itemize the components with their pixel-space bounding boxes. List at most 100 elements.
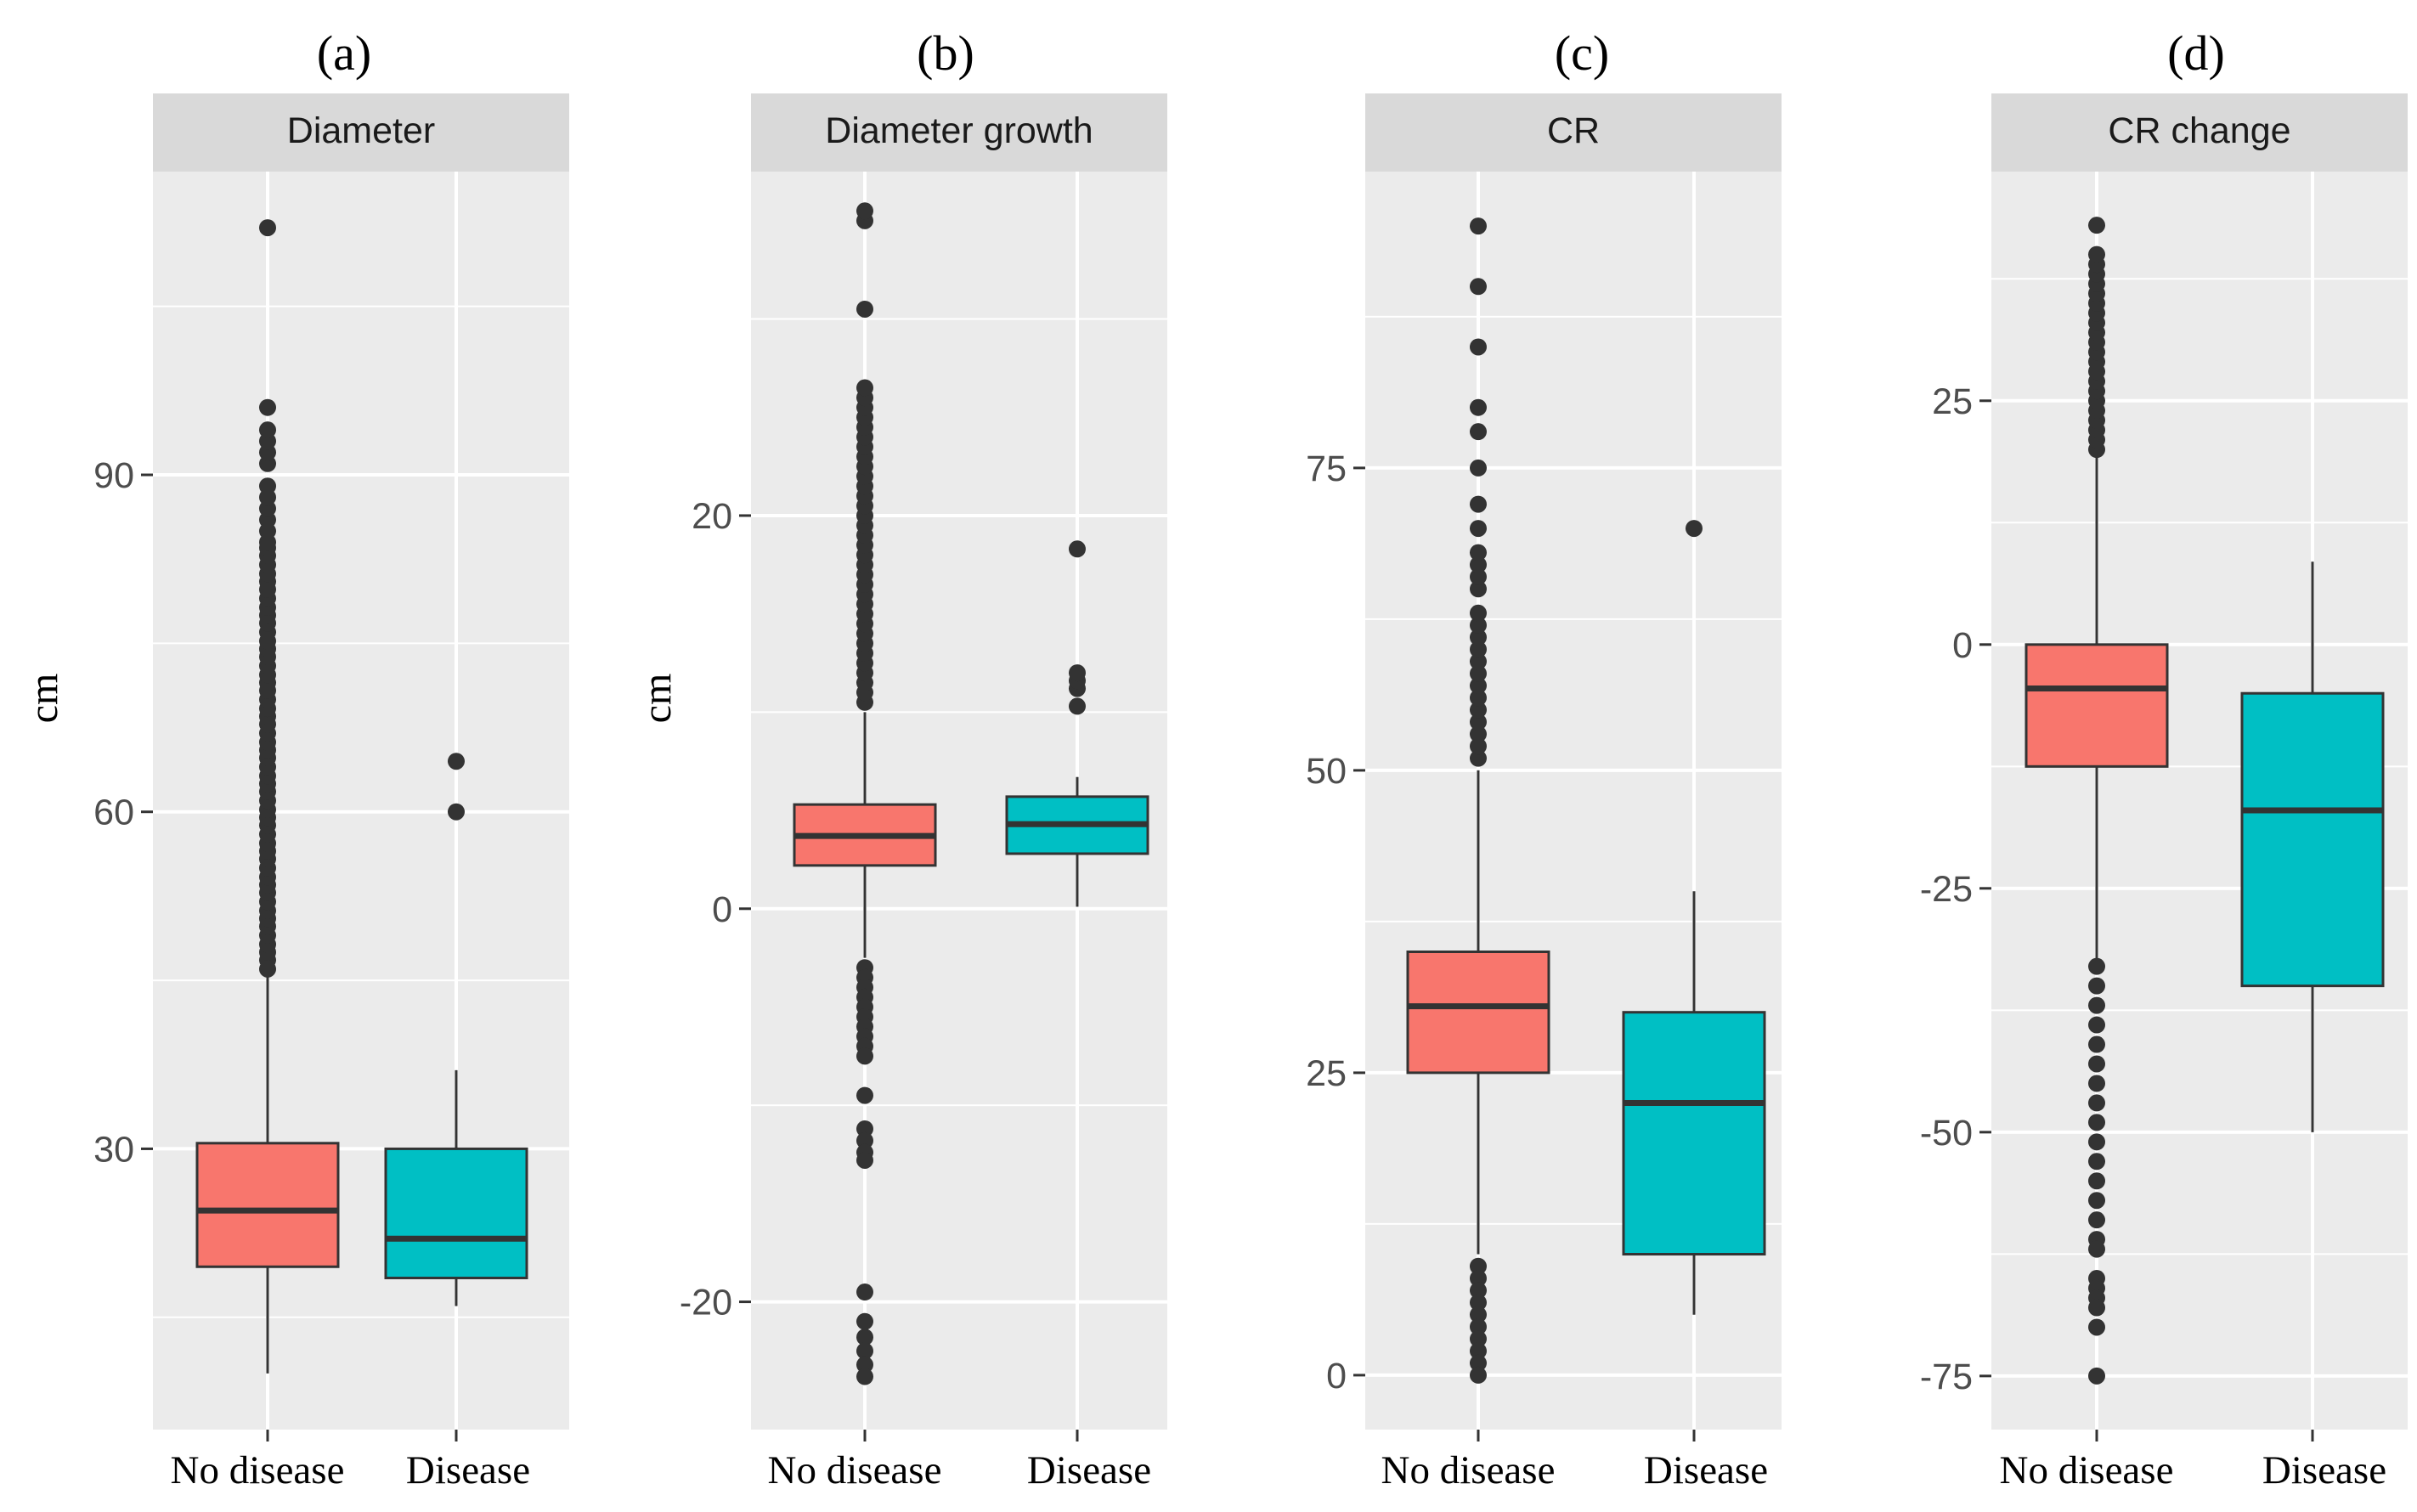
outlier-point (1470, 1269, 1487, 1287)
outlier-point (1470, 520, 1487, 538)
box (2240, 691, 2385, 988)
outlier-point (1470, 1342, 1487, 1360)
outlier-point (2088, 1367, 2105, 1385)
panel-b: (b) Diameter growth -20 0 20 No disease Diseas… (680, 25, 1167, 1492)
outlier-point (1470, 677, 1487, 695)
outlier-point (2088, 1055, 2105, 1073)
box (1622, 1011, 1766, 1256)
panel-letter: (d) (2167, 25, 2225, 81)
boxplot-disease (2240, 561, 2385, 1132)
outlier-point (1470, 580, 1487, 598)
outlier-point (1470, 1282, 1487, 1300)
outlier-point (2088, 1016, 2105, 1034)
x-tick-label: No disease (768, 1448, 942, 1492)
facet-title: CR change (2108, 110, 2290, 151)
outlier-point (2088, 957, 2105, 975)
outlier-point (1470, 423, 1487, 441)
outlier-point (1470, 1330, 1487, 1348)
boxplot-disease (1005, 540, 1149, 907)
boxplot-disease (1622, 520, 1766, 1315)
y-tick-label: 0 (1952, 625, 1973, 666)
outlier-point (1470, 1257, 1487, 1275)
panel-letter: (a) (317, 25, 371, 81)
box (195, 1142, 340, 1268)
facet-strip (751, 93, 1167, 172)
outlier-point (2088, 217, 2105, 234)
outlier-point (2088, 1075, 2105, 1092)
y-axis-label-panel-a: cm (21, 674, 66, 724)
outlier-point (1470, 459, 1487, 477)
outlier-point (856, 1047, 873, 1065)
outlier-point (856, 300, 873, 318)
outlier-point (1069, 697, 1086, 715)
outlier-point (259, 398, 276, 416)
facet-strip (153, 93, 569, 172)
y-tick-label: 90 (93, 455, 134, 496)
box (1406, 951, 1550, 1075)
outlier-point (448, 803, 465, 821)
outlier-point (259, 421, 276, 439)
outlier-point (2088, 1094, 2105, 1112)
panel-c: (c) CR 0 25 50 75 No disease Disease (1306, 25, 1782, 1492)
boxplot-no-disease (793, 202, 937, 1385)
outlier-point (2088, 1114, 2105, 1131)
outlier-point (1470, 544, 1487, 561)
panels: (a) Diameter 30 60 90 No disease Disease (b) Dia… (93, 25, 2408, 1492)
facet-title: CR (1547, 110, 1600, 151)
outlier-point (856, 1356, 873, 1374)
outlier-point (259, 477, 276, 495)
panel-letter: (c) (1555, 25, 1609, 81)
outlier-point (856, 1151, 873, 1169)
outlier-point (856, 1342, 873, 1360)
outlier-point (2088, 1133, 2105, 1151)
outlier-point (1069, 664, 1086, 682)
outlier-point (1470, 652, 1487, 670)
x-tick-label: No disease (171, 1448, 345, 1492)
x-tick-label: No disease (1381, 1448, 1556, 1492)
outlier-point (1686, 520, 1703, 538)
outlier-point (2088, 1299, 2105, 1317)
outlier-point (448, 753, 465, 770)
y-tick-label: 25 (1932, 381, 1973, 422)
outlier-point (1470, 398, 1487, 416)
outlier-point (2088, 977, 2105, 995)
x-tick-label: Disease (1027, 1448, 1151, 1492)
box (384, 1147, 528, 1279)
outlier-point (1470, 556, 1487, 573)
outlier-point (2088, 1153, 2105, 1171)
outlier-point (856, 379, 873, 397)
outlier-point (856, 1312, 873, 1330)
outlier-point (856, 1120, 873, 1137)
outlier-point (1470, 604, 1487, 622)
x-tick-label: Disease (1644, 1448, 1768, 1492)
y-tick-label: 60 (93, 793, 134, 833)
y-tick-label: 75 (1306, 449, 1347, 489)
outlier-point (1069, 540, 1086, 558)
outlier-point (2088, 1192, 2105, 1210)
facet-title: Diameter (287, 110, 435, 151)
x-tick-label: Disease (2262, 1448, 2386, 1492)
panel-letter: (b) (917, 25, 974, 81)
outlier-point (1470, 1354, 1487, 1372)
outlier-point (1470, 338, 1487, 356)
y-tick-label: 25 (1306, 1053, 1347, 1094)
boxplot-no-disease (195, 219, 340, 1374)
panel-a: (a) Diameter 30 60 90 No disease Disease (93, 25, 569, 1492)
outlier-point (1470, 495, 1487, 513)
facet-strip (1365, 93, 1782, 172)
outlier-point (1470, 664, 1487, 682)
outlier-point (1470, 1366, 1487, 1384)
outlier-point (2088, 1240, 2105, 1258)
outlier-point (1470, 749, 1487, 767)
y-tick-label: -25 (1920, 869, 1973, 910)
panel-d: (d) CR change -75 -50 -25 0 25 No disease Diseas… (1920, 25, 2408, 1492)
outlier-point (2088, 245, 2105, 263)
outlier-point (1470, 1317, 1487, 1335)
y-tick-label: 30 (93, 1129, 134, 1170)
outlier-point (2088, 1035, 2105, 1053)
facet-strip (1991, 93, 2408, 172)
y-tick-label: -20 (680, 1283, 732, 1323)
y-tick-label: 50 (1306, 751, 1347, 792)
y-axis-label-panel-b: cm (635, 674, 680, 724)
